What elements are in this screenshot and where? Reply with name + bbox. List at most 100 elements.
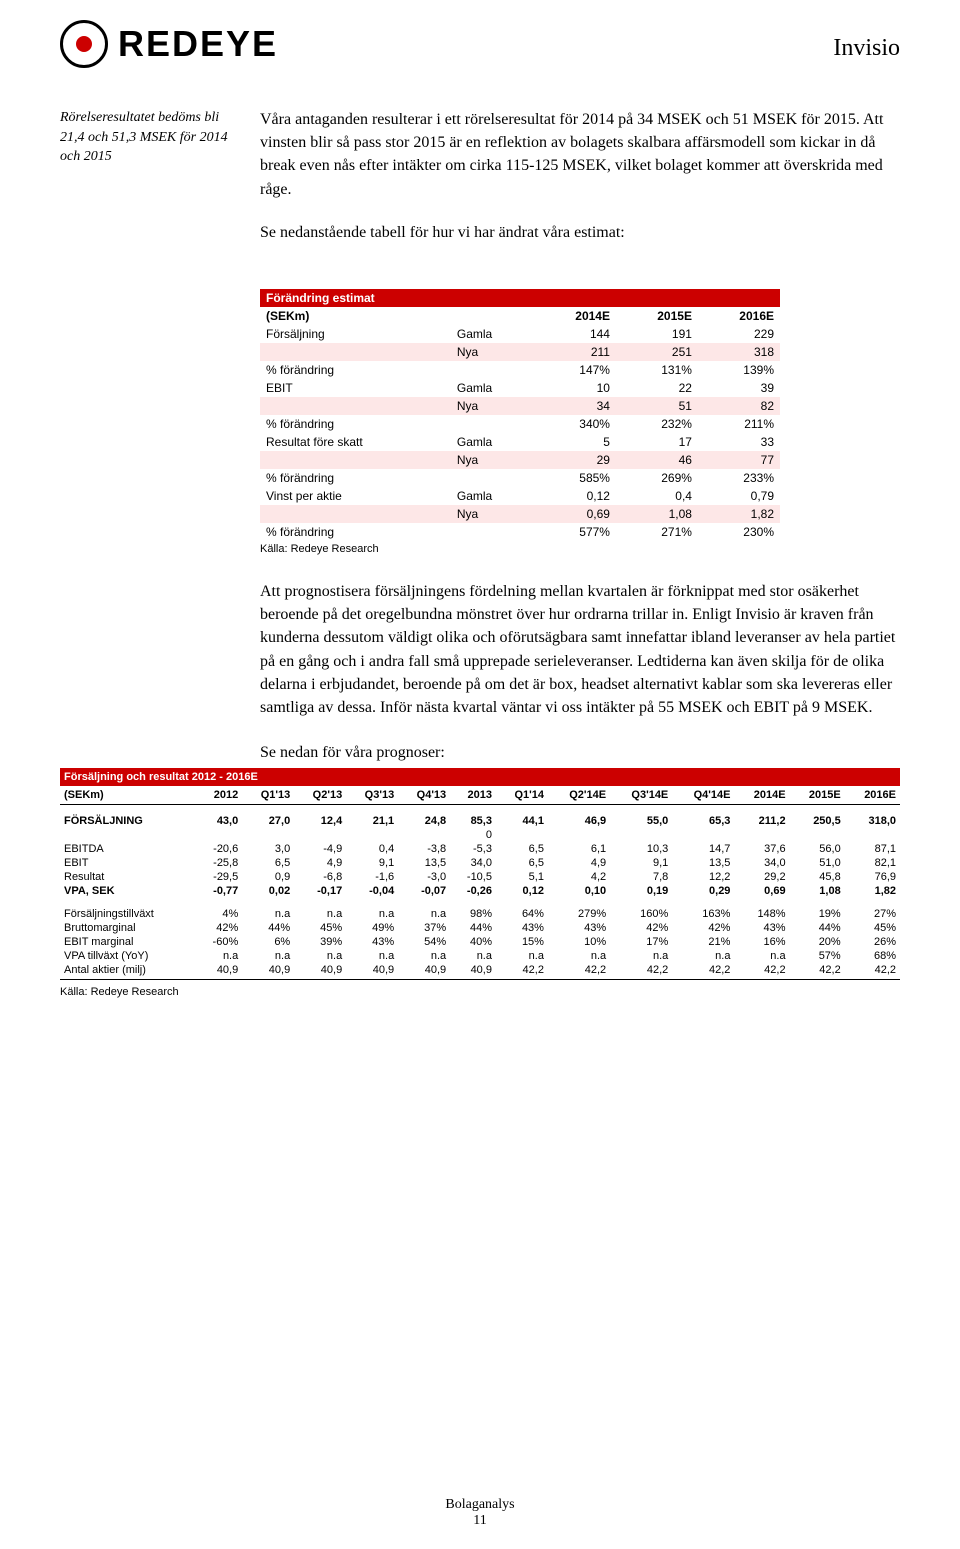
cell: 211 [534,343,616,361]
cell [790,828,845,842]
row-sublabel: Nya [451,451,534,469]
col-header: 2013 [450,786,496,805]
cell: -1,6 [346,870,398,884]
table2-colheader: (SEKm) [60,786,196,805]
cell: 42,2 [845,963,900,977]
page-header: REDEYE Invisio [60,20,900,68]
col-header: Q1'14 [496,786,548,805]
cell: 98% [450,898,496,921]
cell: 40% [450,935,496,949]
cell: 131% [616,361,698,379]
cell: 148% [734,898,789,921]
cell: 42,2 [610,963,672,977]
row-sublabel: Gamla [451,487,534,505]
table-row: Bruttomarginal42%44%45%49%37%44%43%43%42… [60,921,900,935]
table-row: EBIT-25,86,54,99,113,534,06,54,99,113,53… [60,856,900,870]
table-row: Nya345182 [260,397,780,415]
cell: 43% [346,935,398,949]
table-row: Nya0,691,081,82 [260,505,780,523]
cell: -3,8 [398,842,450,856]
row-label: EBIT [260,379,451,397]
cell: 160% [610,898,672,921]
table-row: EBITGamla102239 [260,379,780,397]
estimate-change-table: Förändring estimat (SEKm) 2014E 2015E 20… [260,289,780,541]
page-footer: Bolaganalys 11 [0,1497,960,1529]
cell: -4,9 [294,842,346,856]
cell: n.a [346,949,398,963]
table-row: EBITDA-20,63,0-4,90,4-3,8-5,36,56,110,31… [60,842,900,856]
cell: 22 [616,379,698,397]
cell: 20% [790,935,845,949]
main-content: Våra antaganden resulterar i ett rörelse… [260,108,900,264]
cell: 1,08 [790,884,845,898]
row-label: EBITDA [60,842,196,856]
table-row: % förändring147%131%139% [260,361,780,379]
cell [734,828,789,842]
cell: 4% [196,898,243,921]
cell [845,828,900,842]
cell: 6,5 [496,842,548,856]
cell: 68% [845,949,900,963]
cell: 12,2 [672,870,734,884]
cell: 229 [698,325,780,343]
cell: 269% [616,469,698,487]
table2-source: Källa: Redeye Research [60,986,900,998]
cell: -0,07 [398,884,450,898]
col-header: Q3'13 [346,786,398,805]
row-label: EBIT [60,856,196,870]
col-header: 2016E [845,786,900,805]
cell: 1,82 [845,884,900,898]
cell: 27% [845,898,900,921]
cell: 3,0 [242,842,294,856]
cell: 19% [790,898,845,921]
row-sublabel: Gamla [451,379,534,397]
table1-col-1: 2015E [616,307,698,325]
cell: 40,9 [242,963,294,977]
table-row: Antal aktier (milj)40,940,940,940,940,94… [60,963,900,977]
row-label [260,397,451,415]
cell: 87,1 [845,842,900,856]
cell: 0,4 [616,487,698,505]
footer-page: 11 [0,1513,960,1529]
cell: 10 [534,379,616,397]
cell: 340% [534,415,616,433]
table2-title: Försäljning och resultat 2012 - 2016E [60,768,900,786]
cell: 14,7 [672,842,734,856]
cell: 42,2 [790,963,845,977]
cell: n.a [294,949,346,963]
cell [548,828,610,842]
row-label: % förändring [260,415,451,433]
row-sublabel: Nya [451,343,534,361]
cell: 40,9 [346,963,398,977]
cell: 233% [698,469,780,487]
table-row: % förändring585%269%233% [260,469,780,487]
cell: 56,0 [790,842,845,856]
cell: 0,79 [698,487,780,505]
table-row: Resultat-29,50,9-6,8-1,6-3,0-10,55,14,27… [60,870,900,884]
cell: 42,2 [548,963,610,977]
cell: 45% [294,921,346,935]
cell: 40,9 [450,963,496,977]
cell: 44% [242,921,294,935]
cell: -60% [196,935,243,949]
cell: 9,1 [346,856,398,870]
col-header: 2015E [790,786,845,805]
cell: 0,29 [672,884,734,898]
footer-label: Bolaganalys [0,1497,960,1513]
cell: -29,5 [196,870,243,884]
cell: 10,3 [610,842,672,856]
cell: 34,0 [734,856,789,870]
row-label: Antal aktier (milj) [60,963,196,977]
cell: n.a [294,898,346,921]
row-label [60,828,196,842]
forecast-table: Försäljning och resultat 2012 - 2016E (S… [60,768,900,977]
cell: 82,1 [845,856,900,870]
cell [294,828,346,842]
cell: 12,4 [294,805,346,829]
cell: -20,6 [196,842,243,856]
cell: 6,1 [548,842,610,856]
cell: 232% [616,415,698,433]
cell [610,828,672,842]
row-label: % förändring [260,361,451,379]
cell: n.a [450,949,496,963]
